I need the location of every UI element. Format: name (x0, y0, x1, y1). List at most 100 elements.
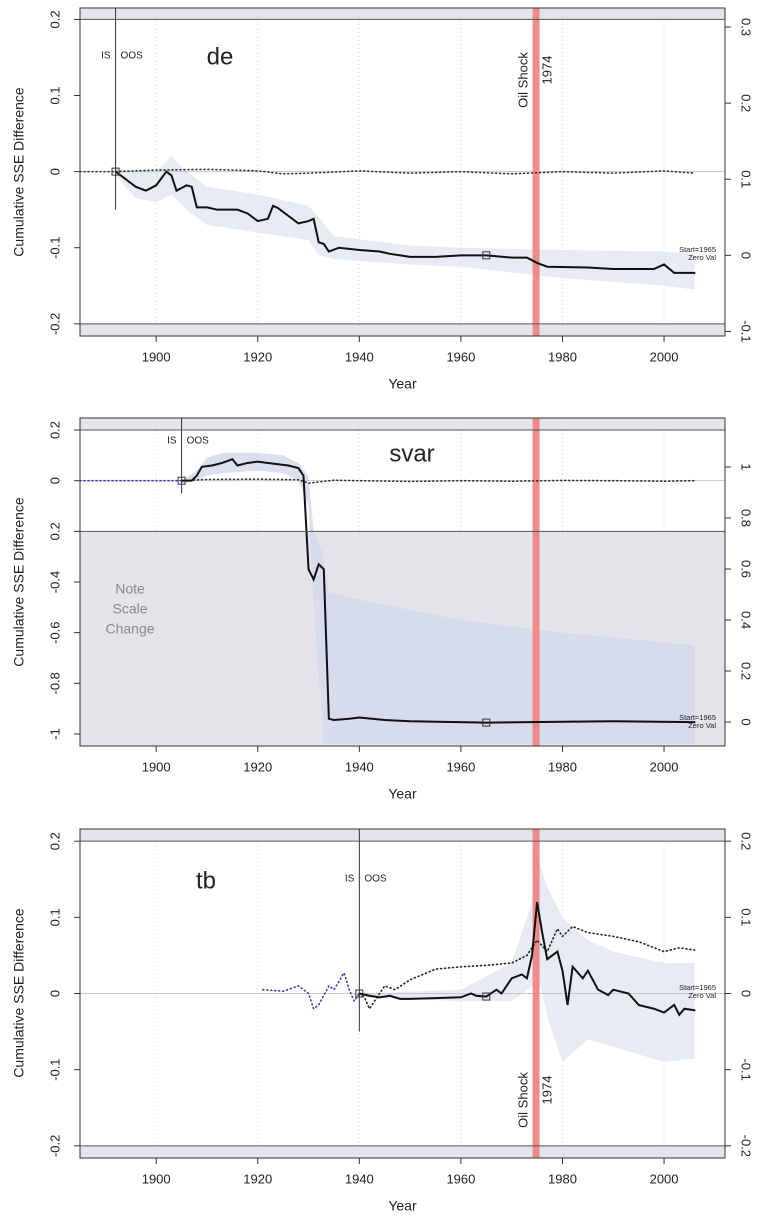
y2-tick-label: -0.1 (739, 320, 754, 342)
end-note: Zero Val (688, 253, 716, 262)
y2-tick-label: 1 (739, 463, 754, 470)
y-tick-label: -0.6 (47, 621, 62, 643)
oil-shock-year: 1974 (540, 56, 555, 85)
out-of-range-shade (80, 418, 725, 431)
panel-label: tb (196, 867, 216, 894)
y2-tick-label: 0.3 (739, 18, 754, 36)
out-of-range-shade (80, 323, 725, 336)
y-tick-label: 0 (47, 990, 62, 997)
y-tick-label: -0.4 (47, 571, 62, 593)
end-note: Zero Val (688, 721, 716, 730)
x-tick-label: 1920 (243, 1171, 272, 1186)
end-note: Zero Val (688, 991, 716, 1000)
y2-tick-label: 0.2 (739, 662, 754, 680)
plot-area (80, 829, 725, 1158)
split-label: IS (101, 51, 111, 62)
y-tick-label: 0 (47, 168, 62, 175)
y-tick-label: 0.1 (47, 908, 62, 926)
x-tick-label: 1900 (142, 759, 171, 774)
plot-area (80, 418, 725, 746)
y-tick-label: -1 (47, 728, 62, 740)
y-tick-label: 0.2 (47, 522, 62, 540)
x-axis-label: Year (388, 786, 417, 802)
confidence-band (359, 856, 695, 1063)
oil-shock-label: Oil Shock (516, 1072, 531, 1128)
out-of-range-shade (80, 829, 725, 842)
x-tick-label: 1980 (548, 349, 577, 364)
scale-note: Change (105, 621, 154, 637)
x-tick-label: 1940 (345, 759, 374, 774)
y-axis-label: Cumulative SSE Difference (11, 87, 27, 257)
y-tick-label: 0 (47, 477, 62, 484)
confidence-band (115, 156, 695, 290)
y2-tick-label: -0.2 (739, 1135, 754, 1157)
x-tick-label: 1920 (243, 349, 272, 364)
x-tick-label: 2000 (650, 759, 679, 774)
cumulative-line (358, 901, 696, 1017)
benchmark-line (180, 478, 696, 485)
y-tick-label: -0.2 (47, 313, 62, 335)
x-tick-label: 1980 (548, 1171, 577, 1186)
plot-area (80, 8, 725, 336)
scale-note: Note (115, 581, 145, 597)
y-tick-label: 0.2 (47, 421, 62, 439)
x-tick-label: 1940 (345, 349, 374, 364)
x-tick-label: 1920 (243, 759, 272, 774)
out-of-range-shade (80, 1145, 725, 1158)
y-tick-label: -0.1 (47, 237, 62, 259)
split-label: OOS (364, 874, 387, 885)
x-tick-label: 2000 (650, 1171, 679, 1186)
marker (482, 992, 491, 1001)
y-tick-label: -0.8 (47, 672, 62, 694)
y2-tick-label: 0.1 (739, 908, 754, 926)
cumulative-line (114, 170, 696, 274)
y2-tick-label: 0 (739, 990, 754, 997)
y-tick-label: 0.2 (47, 832, 62, 850)
y2-tick-label: 0.2 (739, 832, 754, 850)
benchmark-line (80, 168, 696, 175)
split-label: IS (167, 436, 177, 447)
y-tick-label: -0.1 (47, 1058, 62, 1080)
cumulative-line (180, 457, 696, 724)
x-tick-label: 1900 (142, 1171, 171, 1186)
x-tick-label: 1960 (446, 1171, 475, 1186)
split-label: IS (345, 874, 355, 885)
benchmark-line (358, 925, 696, 1011)
split-label: OOS (187, 436, 210, 447)
end-note: Start=1965 (679, 713, 716, 722)
y2-tick-label: 0 (739, 252, 754, 259)
y2-tick-label: 0.2 (739, 94, 754, 112)
panel-label: de (207, 43, 234, 70)
benchmark-line (262, 970, 361, 1011)
y-axis-label: Cumulative SSE Difference (11, 497, 27, 667)
y2-tick-label: -0.1 (739, 1058, 754, 1080)
end-note: Start=1965 (679, 245, 716, 254)
confidence-band (181, 452, 695, 745)
y2-tick-label: 0.4 (739, 611, 754, 629)
x-axis-label: Year (388, 376, 417, 392)
marker (482, 718, 491, 727)
y2-tick-label: 0 (739, 718, 754, 725)
x-tick-label: 1980 (548, 759, 577, 774)
marker (482, 251, 491, 260)
x-tick-label: 1940 (345, 1171, 374, 1186)
x-tick-label: 1960 (446, 349, 475, 364)
x-tick-label: 1960 (446, 759, 475, 774)
panel-label: svar (389, 440, 434, 467)
y-tick-label: -0.2 (47, 1135, 62, 1157)
out-of-range-shade (80, 8, 725, 20)
x-axis-label: Year (388, 1198, 417, 1214)
oil-shock-label: Oil Shock (516, 52, 531, 108)
split-label: OOS (121, 51, 144, 62)
end-note: Start=1965 (679, 983, 716, 992)
x-tick-label: 1900 (142, 349, 171, 364)
y2-tick-label: 0.1 (739, 170, 754, 188)
oil-shock-year: 1974 (540, 1076, 555, 1105)
x-tick-label: 2000 (650, 349, 679, 364)
y-tick-label: 0.1 (47, 86, 62, 104)
y2-tick-label: 0.6 (739, 560, 754, 578)
y-tick-label: 0.2 (47, 10, 62, 28)
y-axis-label: Cumulative SSE Difference (11, 908, 27, 1078)
